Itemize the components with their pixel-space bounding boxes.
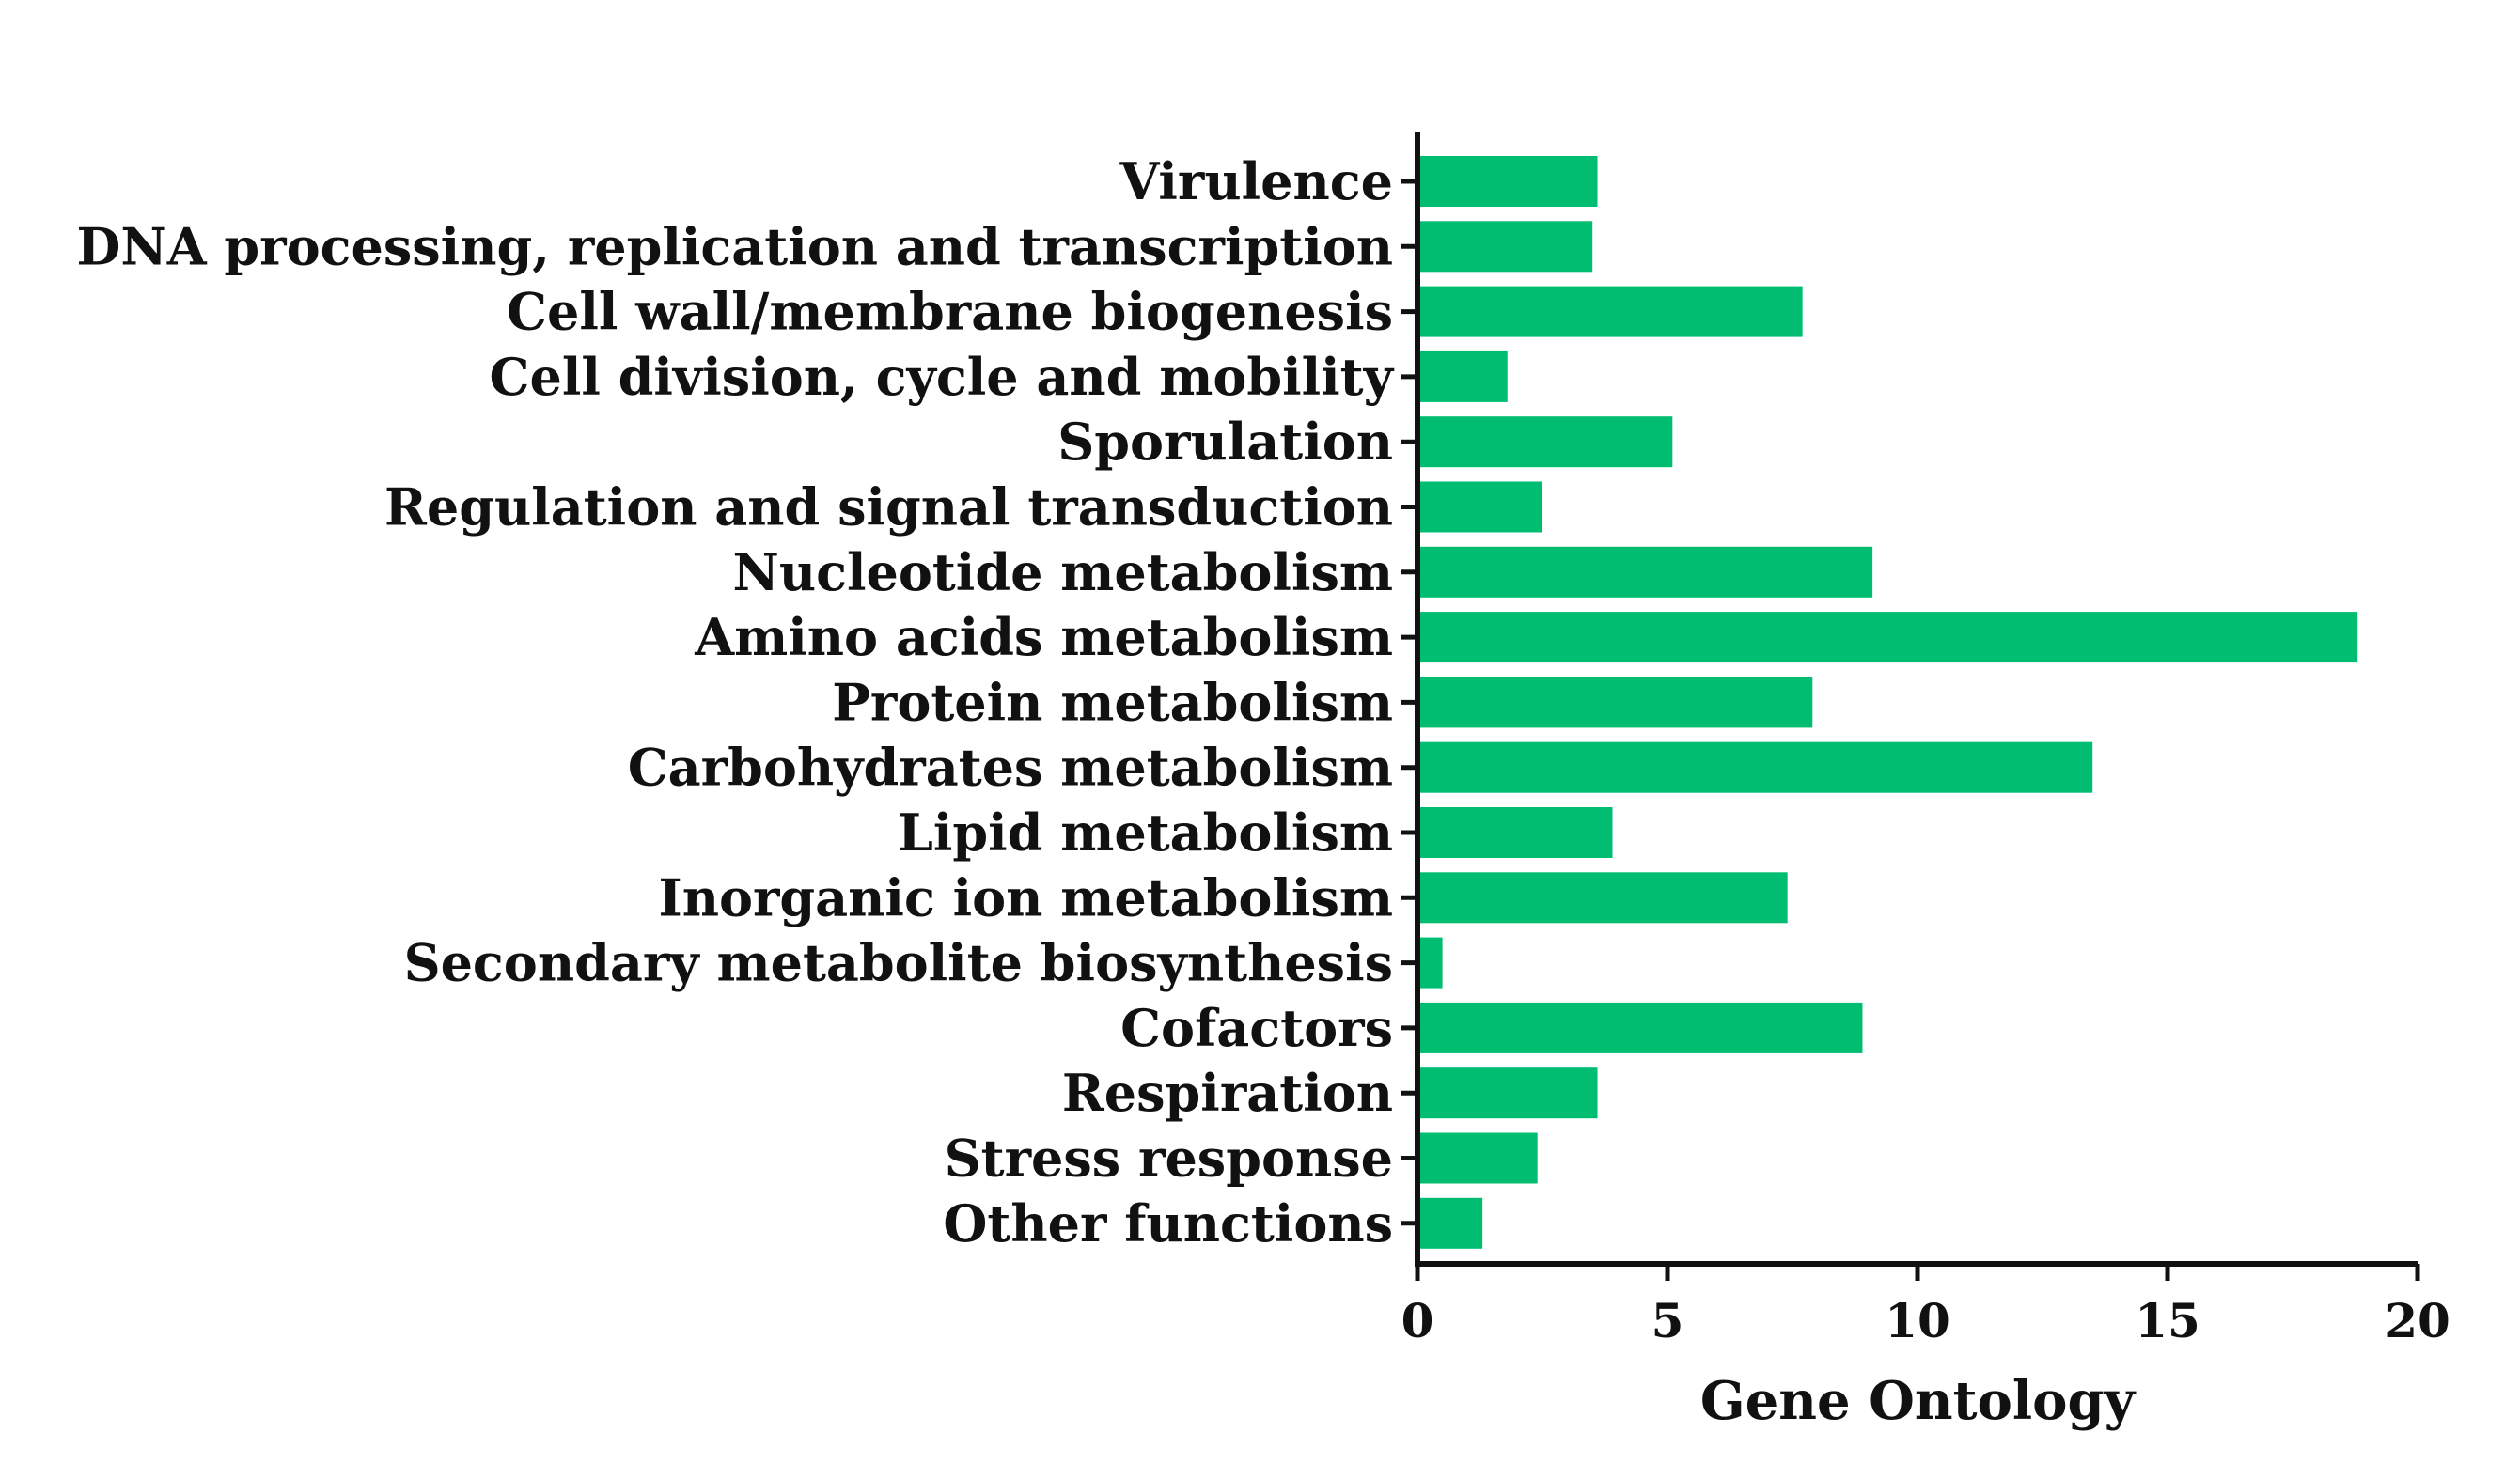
- y-tick-label: Regulation and signal transduction: [384, 477, 1393, 537]
- y-tick-label: Other functions: [943, 1193, 1393, 1254]
- bar: [1417, 741, 2093, 793]
- ticks-layer: [1401, 179, 2420, 1281]
- bar: [1417, 872, 1788, 924]
- bar: [1417, 221, 1593, 273]
- bar: [1417, 1067, 1598, 1119]
- x-tick-label: 5: [1651, 1293, 1684, 1348]
- y-tick-label: DNA processing, replication and transcri…: [77, 216, 1393, 276]
- bars-layer: [1417, 156, 2358, 1249]
- x-tick-label: 20: [2385, 1293, 2450, 1348]
- y-tick-label: Respiration: [1062, 1063, 1393, 1123]
- x-axis-title: Gene Ontology: [1700, 1370, 2137, 1432]
- y-tick-label: Secondary metabolite biosynthesis: [404, 933, 1393, 993]
- y-tick-label: Amino acids metabolism: [694, 607, 1393, 667]
- x-tick-label: 0: [1401, 1293, 1434, 1348]
- bar: [1417, 1132, 1538, 1184]
- y-tick-label: Lipid metabolism: [898, 802, 1393, 863]
- bar: [1417, 481, 1542, 533]
- bar: [1417, 350, 1508, 402]
- y-tick-label: Protein metabolism: [832, 672, 1393, 732]
- y-tick-label: Stress response: [945, 1129, 1393, 1189]
- bar: [1417, 156, 1598, 207]
- bar: [1417, 677, 1813, 728]
- bar: [1417, 1197, 1483, 1249]
- bar: [1417, 612, 2358, 663]
- bar: [1417, 546, 1873, 598]
- y-tick-label: Cofactors: [1120, 998, 1393, 1058]
- bar: [1417, 416, 1673, 468]
- y-tick-label: Cell division, cycle and mobility: [489, 347, 1394, 407]
- y-tick-label: Cell wall/membrane biogenesis: [507, 282, 1393, 342]
- bar: [1417, 807, 1613, 858]
- y-tick-label: Virulence: [1119, 151, 1393, 211]
- y-tick-label: Inorganic ion metabolism: [658, 867, 1393, 927]
- bar: [1417, 286, 1803, 337]
- bar: [1417, 1002, 1863, 1053]
- y-tick-label: Carbohydrates metabolism: [628, 738, 1393, 798]
- bar: [1417, 937, 1443, 989]
- y-tick-label: Nucleotide metabolism: [732, 542, 1393, 602]
- x-tick-label: 15: [2135, 1293, 2200, 1348]
- x-tick-label: 10: [1885, 1293, 1950, 1348]
- y-tick-label: Sporulation: [1057, 412, 1393, 472]
